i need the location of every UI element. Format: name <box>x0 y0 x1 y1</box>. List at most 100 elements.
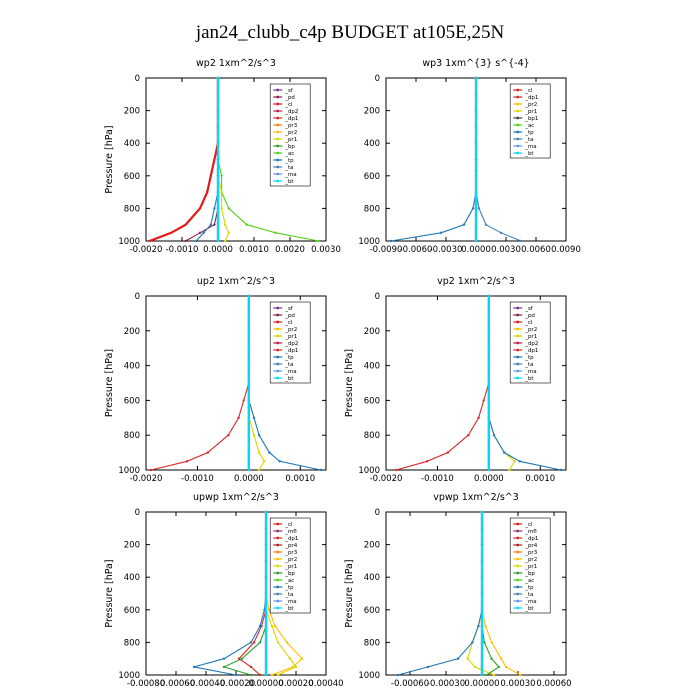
legend-entry: _pr1 <box>524 109 537 115</box>
legend-marker <box>516 116 520 120</box>
legend-marker <box>276 88 280 92</box>
x-tick-label: -0.00030 <box>427 679 465 689</box>
series-point <box>264 543 268 546</box>
x-tick-label: 0.0000 <box>203 245 233 255</box>
legend-marker <box>276 592 280 596</box>
series-point <box>247 364 251 367</box>
legend-marker <box>516 334 520 338</box>
series-point <box>202 231 205 234</box>
x-tick-label: -0.0020 <box>370 474 403 484</box>
series-point <box>480 559 484 563</box>
series-point <box>270 673 274 677</box>
x-tick-label: 0.0000 <box>234 474 264 484</box>
legend-entry: _ta <box>524 592 533 598</box>
x-tick-label: -0.00040 <box>187 679 225 689</box>
y-tick-label: 800 <box>124 638 140 648</box>
y-tick-label: 1000 <box>358 671 380 681</box>
legend-marker <box>276 355 280 359</box>
series-point <box>257 468 261 472</box>
legend-entry: _mfl <box>284 529 297 535</box>
x-tick-label: 0.0000 <box>474 474 504 484</box>
series-point <box>487 381 491 385</box>
series-point <box>300 657 304 660</box>
y-tick-label: 1000 <box>118 466 140 476</box>
legend-marker <box>276 165 280 169</box>
x-tick-label: -0.00080 <box>127 679 165 689</box>
y-tick-label: 0 <box>135 292 140 302</box>
series-point <box>487 451 491 454</box>
y-tick-label: 400 <box>364 139 380 149</box>
series-point <box>216 76 220 80</box>
legend-marker <box>516 341 520 345</box>
series-point <box>456 657 460 660</box>
y-tick-label: 200 <box>364 541 380 551</box>
series-point <box>487 416 491 419</box>
series-point <box>474 223 478 226</box>
legend-entry: _ta <box>284 362 293 368</box>
series-point <box>264 510 268 514</box>
series-point <box>426 665 430 669</box>
series-point <box>477 207 481 210</box>
series-point <box>483 641 486 644</box>
series-point <box>216 158 220 161</box>
series-point <box>247 312 251 315</box>
legend-marker <box>276 151 280 155</box>
series-point <box>487 294 491 298</box>
legend-marker <box>516 585 520 589</box>
legend-entry: _sf <box>284 88 294 94</box>
series-point <box>276 641 280 644</box>
y-tick-label: 600 <box>124 606 140 616</box>
series-point <box>206 190 209 194</box>
series-point <box>484 624 487 628</box>
legend-marker <box>516 599 520 603</box>
series-point <box>487 460 491 463</box>
series-point <box>227 434 230 437</box>
legend-marker <box>276 564 280 568</box>
legend-marker <box>276 95 280 99</box>
series-point <box>263 460 266 463</box>
series-point <box>487 434 491 437</box>
series-point <box>209 174 212 177</box>
legend-marker <box>516 376 520 380</box>
legend-marker <box>276 543 280 547</box>
legend-marker <box>516 606 520 610</box>
series-point <box>267 608 271 611</box>
series-point <box>220 190 223 194</box>
series-point <box>285 641 289 644</box>
series-point <box>471 207 475 210</box>
legend-entry: _bt <box>284 376 294 382</box>
legend-box <box>269 83 311 187</box>
legend-entry: _tp <box>284 355 294 361</box>
legend-entry: _bt <box>524 376 534 382</box>
x-tick-label: 0.00000 <box>464 679 499 689</box>
series-point <box>480 657 484 660</box>
y-tick-label: 600 <box>124 172 140 182</box>
x-tick-label: 0.00000 <box>248 679 283 689</box>
series-point <box>242 399 245 402</box>
series-point <box>317 239 320 243</box>
series-point <box>213 207 216 210</box>
series-point <box>252 641 256 644</box>
legend-marker <box>276 306 280 310</box>
x-tick-label: 0.0030 <box>491 245 521 255</box>
panel-title: vp2 1xm^2/s^3 <box>437 276 515 287</box>
legend-entry: _ac <box>284 151 294 157</box>
series-point <box>395 468 398 472</box>
legend-marker <box>276 536 280 540</box>
legend-marker <box>276 599 280 603</box>
series-point <box>439 231 443 234</box>
legend-marker <box>516 144 520 148</box>
series-point <box>195 239 198 243</box>
legend-entry: _dp1 <box>524 348 538 354</box>
series-point <box>216 190 220 194</box>
legend-entry: _pr3 <box>284 550 298 556</box>
legend-entry: _pr4 <box>524 543 538 549</box>
legend-marker <box>516 529 520 533</box>
y-tick-label: 400 <box>364 573 380 583</box>
legend-entry: _ta <box>524 137 533 143</box>
series-point <box>474 142 478 145</box>
series-point <box>237 416 240 419</box>
series-line-bp <box>222 512 267 676</box>
legend-entry: _dp2 <box>284 109 298 115</box>
legend-marker <box>516 592 520 596</box>
